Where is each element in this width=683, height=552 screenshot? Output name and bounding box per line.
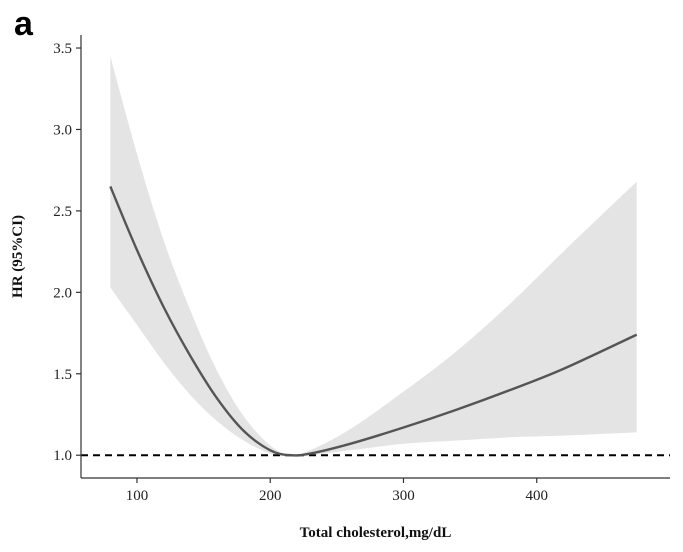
y-tick-label: 3.0 bbox=[53, 122, 72, 138]
x-tick-label: 100 bbox=[126, 488, 149, 504]
y-tick-label: 2.5 bbox=[53, 204, 72, 220]
x-axis-title: Total cholesterol,mg/dL bbox=[300, 525, 452, 541]
y-tick-label: 2.0 bbox=[53, 285, 72, 301]
y-tick-label: 1.5 bbox=[53, 367, 72, 383]
confidence-band-layer bbox=[110, 56, 637, 456]
axes-layer: 1.0 1.5 2.0 2.5 3.0 3.5 100 200 300 400 bbox=[53, 35, 670, 504]
y-axis-title: HR (95%CI) bbox=[10, 215, 26, 298]
panel-label: a bbox=[14, 5, 33, 43]
y-tick-label: 1.0 bbox=[53, 448, 72, 464]
x-tick-label: 400 bbox=[525, 488, 548, 504]
spline-curve-layer bbox=[109, 186, 638, 457]
x-tick-label: 300 bbox=[392, 488, 415, 504]
confidence-band bbox=[110, 56, 637, 456]
x-tick-label: 200 bbox=[259, 488, 282, 504]
y-tick-label: 3.5 bbox=[53, 41, 72, 57]
hazard-ratio-curve bbox=[109, 186, 638, 457]
